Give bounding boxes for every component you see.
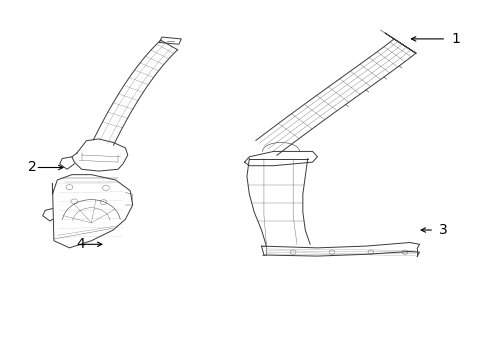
Text: 1: 1 — [450, 32, 459, 46]
Text: 4: 4 — [77, 237, 85, 251]
Text: 3: 3 — [438, 223, 447, 237]
Text: 2: 2 — [28, 161, 37, 175]
